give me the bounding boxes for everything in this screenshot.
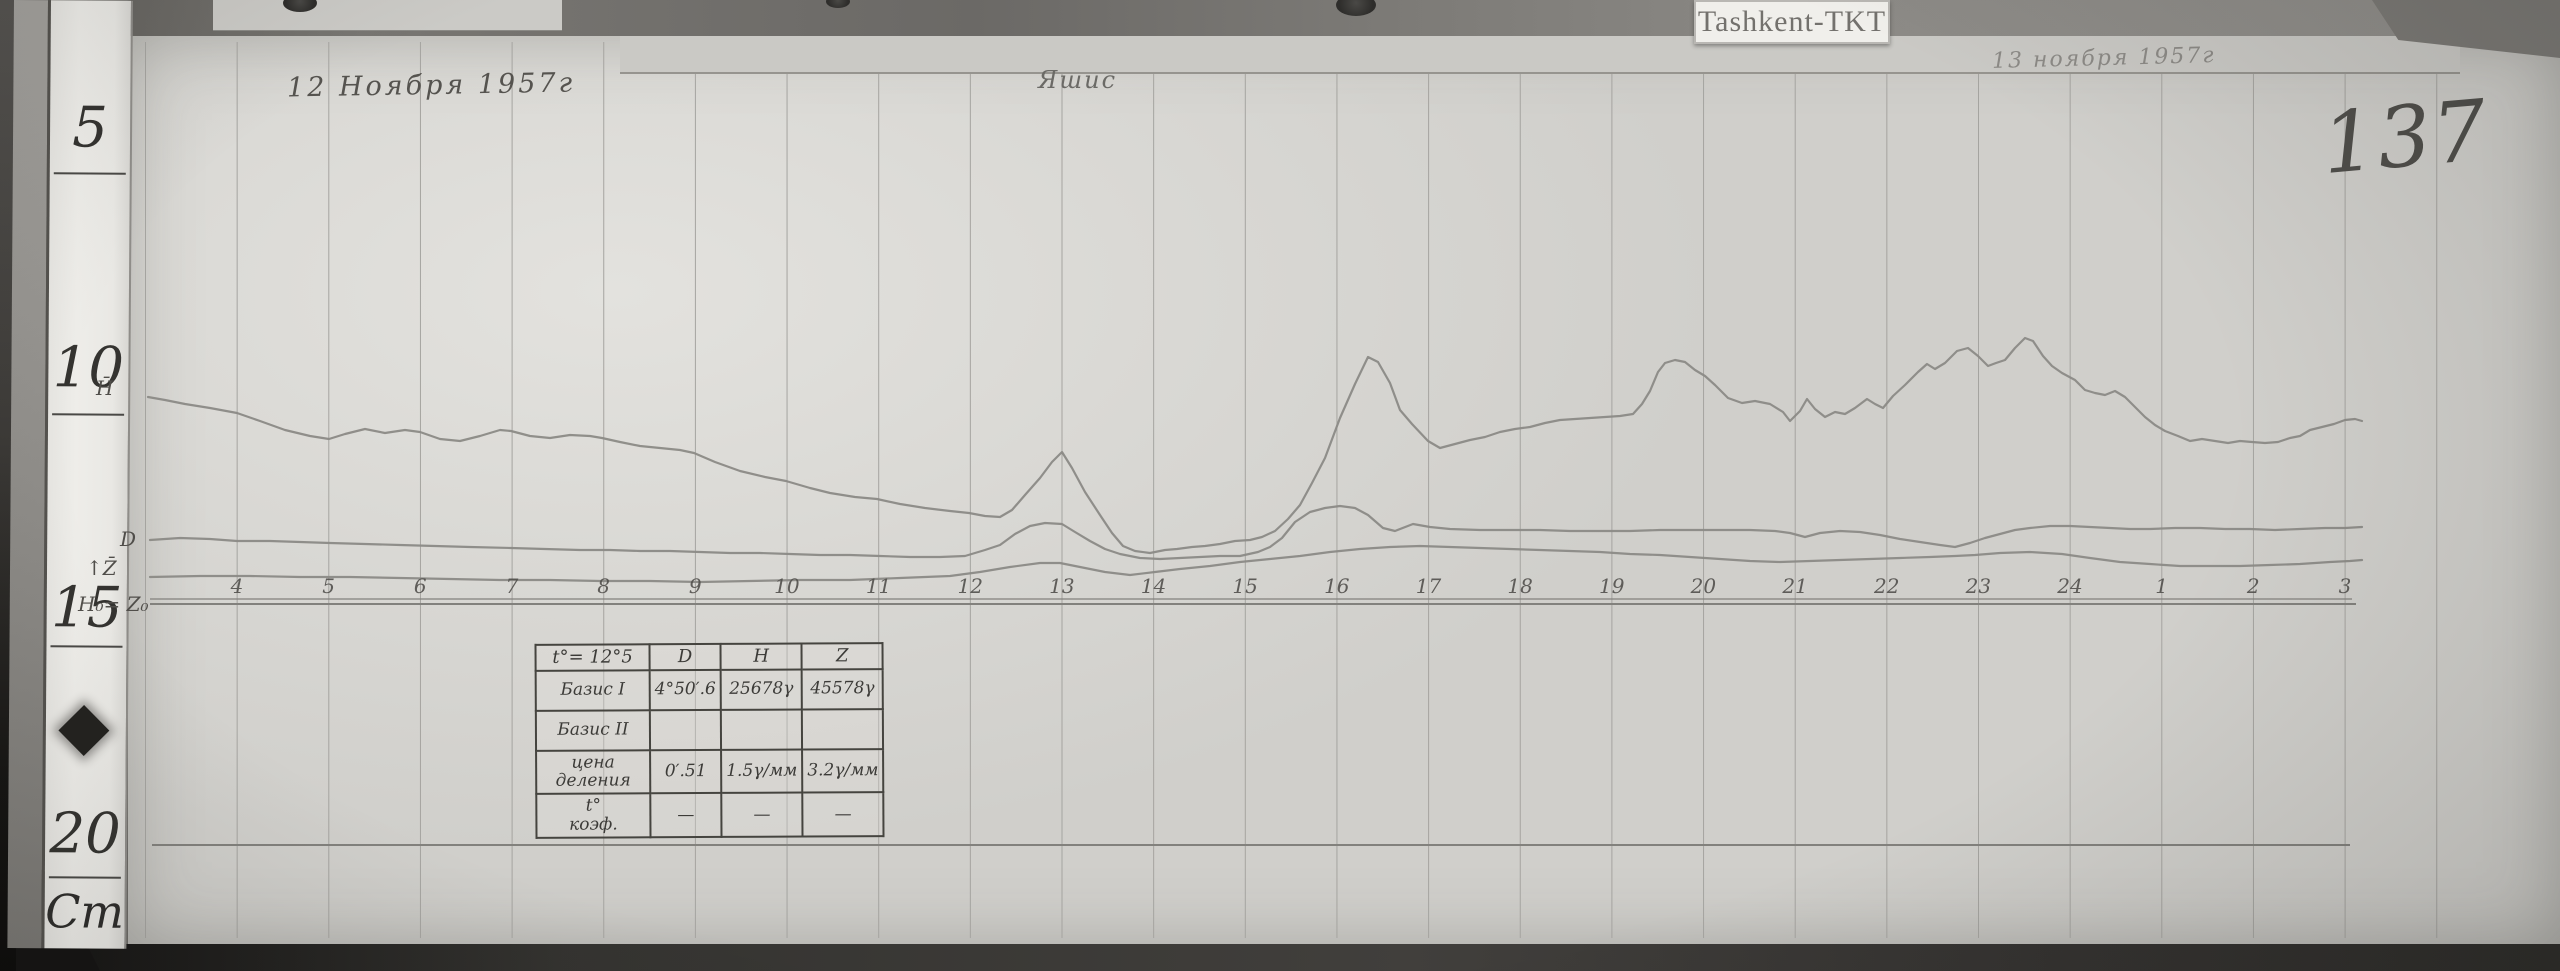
ruler-tick-line — [53, 172, 126, 175]
table-row: цена деления 0′.51 1.5γ/мм 3.2γ/мм — [536, 748, 884, 795]
table-cell — [720, 709, 803, 750]
table-cell: — — [721, 792, 803, 837]
ruler-tick-line — [48, 876, 121, 879]
station-card: Tashkent-TKT — [1694, 0, 1890, 44]
trace-label: H₀= Z₀ — [78, 592, 149, 616]
table-header-cell: H — [720, 643, 802, 670]
trace-label: ↑Z̄ — [86, 556, 117, 580]
ruler-number: 10 — [52, 335, 125, 401]
ruler-number: 20 — [49, 801, 122, 867]
table-cell: 25678γ — [720, 669, 802, 710]
table-header-cell: D — [649, 643, 721, 671]
clamp-mark — [283, 0, 317, 12]
ruler-diamond-mark — [58, 705, 110, 756]
plate-number: 137 — [2318, 80, 2493, 194]
table-cell: 1.5γ/мм — [721, 749, 803, 794]
table-cell: — — [802, 792, 884, 837]
chart-sheet — [128, 36, 2560, 946]
trace-label: D — [120, 527, 137, 551]
table-surface-bottom — [0, 944, 2560, 971]
table-row-label: цена деления — [536, 750, 651, 795]
table-header-row: t°= 12°5 D H Z — [535, 643, 883, 671]
overlapping-sheet-edge — [620, 36, 2460, 74]
handwritten-date-left: 12 Ноября 1957г — [286, 67, 576, 104]
trace-label: H̄ — [96, 376, 114, 400]
table-cell: 4°50′.6 — [649, 669, 721, 711]
ruler-number: 5 — [72, 95, 109, 161]
ruler-tick-line — [52, 413, 125, 416]
paper-tab — [213, 0, 562, 31]
table-row: t° коэф. — — — — [536, 792, 884, 838]
table-header-cell: t°= 12°5 — [535, 644, 650, 671]
table-row-label: t° коэф. — [536, 793, 651, 838]
table-cell: — — [650, 793, 722, 837]
table-cell — [801, 708, 884, 750]
ruler-tick-line — [50, 645, 123, 648]
table-cell — [649, 709, 722, 751]
table-cell: 3.2γ/мм — [802, 748, 884, 793]
cm-ruler: 5 10 15 20 Cm — [7, 0, 134, 949]
station-label: Tashkent-TKT — [1697, 5, 1887, 38]
table-row-label: Базис II — [535, 710, 651, 751]
table-header-cell: Z — [801, 643, 883, 670]
table-cell: 45578γ — [801, 668, 884, 710]
table-row: Базис II — [535, 708, 884, 751]
table-cell: 0′.51 — [650, 749, 722, 794]
observer-signature: Яшис — [1038, 66, 1118, 94]
ruler-unit-label: Cm — [45, 884, 125, 939]
baseline-values-table: t°= 12°5 D H Z Базис I 4°50′.6 25678γ 45578γ Баз… — [534, 642, 885, 839]
clamp-mark — [1336, 0, 1376, 16]
table-row-label: Базис I — [535, 670, 650, 711]
clamp-mark — [826, 0, 850, 8]
table-row: Базис I 4°50′.6 25678γ 45578γ — [535, 668, 884, 711]
ruler-face: 5 10 15 20 Cm — [44, 0, 133, 949]
